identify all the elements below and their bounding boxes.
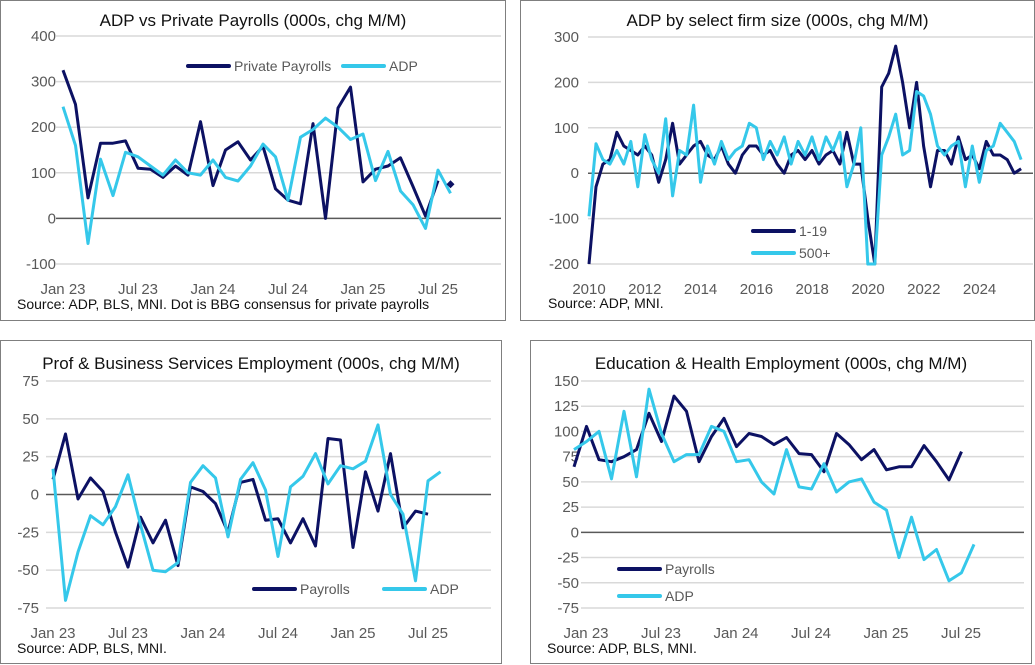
x-tick-label: Jan 24 (713, 625, 758, 642)
x-tick-label: Jul 23 (108, 625, 148, 642)
chart-plot: 75 50 25 0 -25 -50 -75 Jan 23 Jul 23 Jan 24 Jul 24… (17, 373, 491, 642)
chart-title: ADP by select firm size (000s, chg M/M) (626, 11, 929, 30)
y-tick-label: 125 (554, 398, 579, 415)
x-tick-label: Jan 23 (30, 625, 75, 642)
y-tick-label: 300 (31, 74, 56, 91)
x-tick-label: Jul 24 (258, 625, 298, 642)
series-line-adp (51, 423, 442, 602)
x-tick-label: Jan 25 (330, 625, 375, 642)
legend-label: ADP (430, 581, 459, 597)
chart-education-health: Education & Health Employment (000s, chg… (530, 340, 1032, 664)
y-tick-label: 0 (48, 210, 56, 227)
x-tick-label: 2018 (796, 281, 829, 298)
series-line-payrolls (572, 394, 963, 482)
x-tick-label: 2024 (963, 281, 996, 298)
chart-source: Source: ADP, BLS, MNI. (17, 640, 167, 656)
y-tick-label: -50 (557, 575, 579, 592)
y-tick-label: 0 (31, 487, 39, 504)
y-tick-label: -200 (549, 256, 579, 273)
y-tick-label: -100 (26, 256, 56, 273)
y-tick-label: 300 (554, 29, 579, 46)
y-tick-label: 100 (554, 423, 579, 440)
legend-label: Private Payrolls (234, 58, 331, 74)
x-tick-label: Jul 25 (941, 625, 981, 642)
y-tick-label: 25 (562, 499, 579, 516)
chart-title: ADP vs Private Payrolls (000s, chg M/M) (99, 11, 407, 30)
y-tick-label: 400 (31, 28, 56, 45)
legend-label: Payrolls (665, 561, 715, 577)
y-tick-label: 0 (571, 524, 579, 541)
x-tick-label: 2010 (572, 281, 605, 298)
y-tick-label: 50 (562, 474, 579, 491)
y-tick-label: -75 (557, 600, 579, 617)
series-line-private-payrolls (61, 69, 440, 220)
x-tick-label: Jul 24 (268, 281, 308, 298)
series-line-adp (573, 387, 976, 583)
x-tick-label: Jul 25 (408, 625, 448, 642)
chart-plot: 400 300 200 100 0 -100 Jan 23 Jul 23 Jan 24 Jul 2… (26, 28, 501, 298)
chart-source: Source: ADP, MNI. (548, 295, 664, 311)
legend-label: 1-19 (799, 223, 827, 239)
chart-title: Prof & Business Services Employment (000… (42, 354, 460, 373)
series-line-500- (587, 90, 1023, 266)
chart-source: Source: ADP, BLS, MNI. Dot is BBG consen… (17, 296, 430, 312)
x-tick-label: Jan 24 (190, 281, 235, 298)
y-tick-label: -25 (557, 550, 579, 567)
x-tick-label: Jan 25 (863, 625, 908, 642)
chart-source: Source: ADP, BLS, MNI. (547, 640, 697, 656)
x-tick-label: Jul 23 (118, 281, 158, 298)
x-tick-label: Jul 25 (418, 281, 458, 298)
series-line-payrolls (51, 432, 429, 569)
legend-label: Payrolls (300, 581, 350, 597)
y-tick-label: 200 (31, 119, 56, 136)
y-tick-label: -75 (17, 600, 39, 617)
consensus-dot (446, 180, 455, 189)
chart-plot: 300 200 100 0 -100 -200 2010 2012 2014 2016 2018 20… (549, 29, 1033, 298)
x-tick-label: Jan 23 (40, 281, 85, 298)
series-line-adp (61, 106, 452, 245)
y-tick-label: -50 (17, 562, 39, 579)
y-tick-label: 50 (22, 411, 39, 428)
y-tick-label: 25 (22, 449, 39, 466)
chart-adp-vs-private-payrolls: ADP vs Private Payrolls (000s, chg M/M) … (0, 0, 506, 321)
chart-title: Education & Health Employment (000s, chg… (594, 354, 968, 373)
x-tick-label: 2022 (907, 281, 940, 298)
y-tick-label: 150 (554, 373, 579, 390)
x-tick-label: 2016 (740, 281, 773, 298)
y-tick-label: -100 (549, 211, 579, 228)
x-tick-label: 2020 (851, 281, 884, 298)
legend-label: 500+ (799, 245, 831, 261)
y-tick-label: 100 (554, 120, 579, 137)
x-tick-label: 2012 (628, 281, 661, 298)
y-tick-label: 0 (571, 165, 579, 182)
y-tick-label: 200 (554, 74, 579, 91)
x-tick-label: 2014 (684, 281, 717, 298)
chart-adp-by-firm-size: ADP by select firm size (000s, chg M/M) … (520, 0, 1035, 321)
x-tick-label: Jan 25 (340, 281, 385, 298)
y-tick-label: -25 (17, 524, 39, 541)
x-tick-label: Jan 23 (563, 625, 608, 642)
x-tick-label: Jan 24 (180, 625, 225, 642)
y-tick-label: 75 (22, 373, 39, 390)
chart-prof-business-services: Prof & Business Services Employment (000… (0, 340, 502, 664)
series-line-1-19 (587, 44, 1022, 266)
x-tick-label: Jul 23 (641, 625, 681, 642)
x-tick-label: Jul 24 (791, 625, 831, 642)
y-tick-label: 100 (31, 165, 56, 182)
legend-label: ADP (665, 588, 694, 604)
legend-label: ADP (389, 58, 418, 74)
